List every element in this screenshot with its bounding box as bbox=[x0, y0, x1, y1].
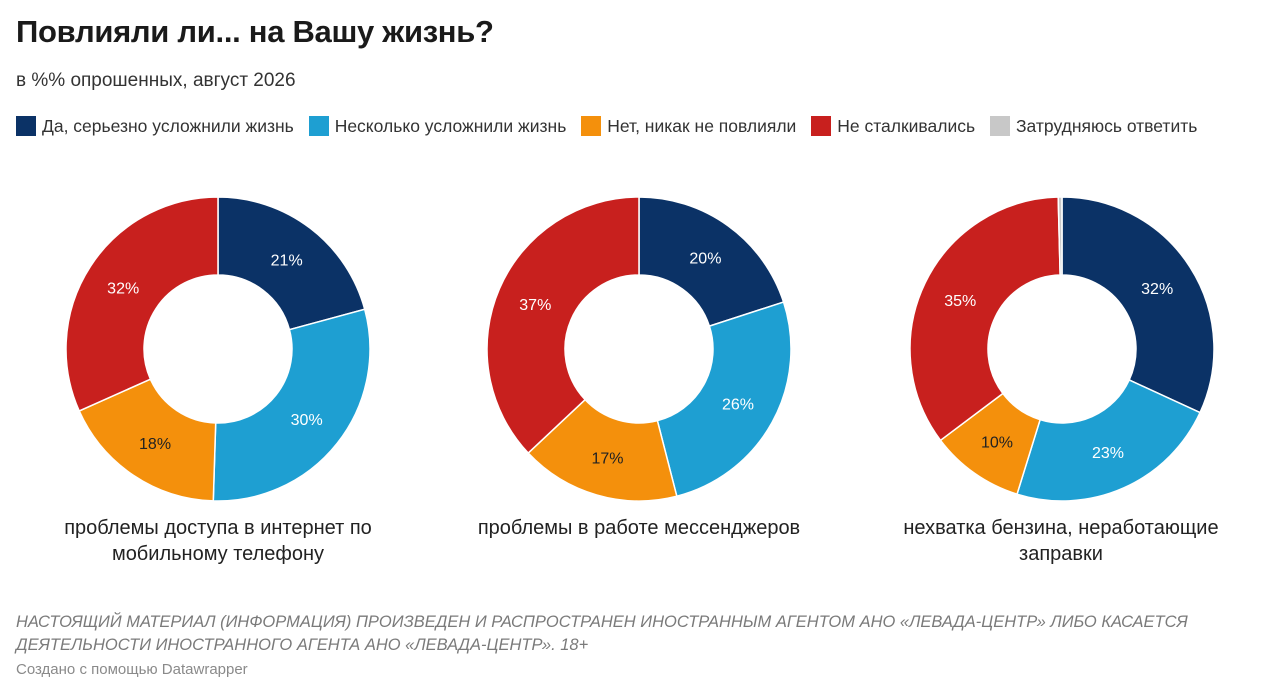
chart-title: Повлияли ли... на Вашу жизнь? bbox=[16, 14, 494, 49]
legend-swatch bbox=[811, 116, 832, 136]
legend-item: Затрудняюсь ответить bbox=[989, 116, 1198, 136]
donut-slice bbox=[1061, 196, 1215, 414]
donut-slice bbox=[1057, 196, 1063, 276]
donut-chart: 32% 23% 10% 35% bbox=[909, 196, 1215, 502]
legend-label: Да, серьезно усложнили жизнь bbox=[42, 116, 294, 136]
slice-value-label: 20% bbox=[689, 251, 721, 268]
slice-value-label: 32% bbox=[1141, 281, 1173, 298]
slice-value-label: 17% bbox=[591, 451, 623, 468]
legend-item: Несколько усложнили жизнь bbox=[308, 116, 567, 136]
legend-swatch bbox=[16, 116, 36, 136]
donut-slice bbox=[65, 196, 219, 412]
donut-slice bbox=[1016, 378, 1202, 502]
legend-label: Нет, никак не повлияли bbox=[607, 116, 797, 136]
donut-slice bbox=[212, 308, 371, 502]
slice-value-label: 23% bbox=[1092, 445, 1124, 462]
legend-label: Несколько усложнили жизнь bbox=[334, 116, 567, 136]
donut-chart-title: нехватка бензина, неработающие заправки bbox=[903, 517, 1219, 565]
slice-value-label: 26% bbox=[722, 396, 754, 413]
donut-chart-title: проблемы в работе мессенджеров bbox=[477, 517, 801, 539]
legend-item: Нет, никак не повлияли bbox=[581, 116, 796, 136]
legend-swatch bbox=[581, 116, 602, 136]
legend-item: Да, серьезно усложнили жизнь bbox=[16, 116, 294, 136]
slice-value-label: 37% bbox=[519, 297, 551, 314]
legend-label: Не сталкивались bbox=[837, 116, 976, 136]
legend-item: Не сталкивались bbox=[811, 116, 975, 136]
slice-value-label: 18% bbox=[139, 436, 171, 453]
donut-chart-title: проблемы доступа в интернет по мобильном… bbox=[64, 517, 372, 565]
donut-chart: 21% 30% 18% 32% bbox=[65, 196, 371, 502]
donut-slice bbox=[638, 196, 785, 328]
donut-slice bbox=[656, 301, 792, 498]
slice-value-label: 32% bbox=[107, 281, 139, 298]
slice-value-label: 21% bbox=[271, 252, 303, 269]
foreign-agent-notice: НАСТОЯЩИЙ МАТЕРИАЛ (ИНФОРМАЦИЯ) ПРОИЗВЕД… bbox=[16, 613, 1188, 654]
donut-slice bbox=[78, 378, 217, 502]
legend: Да, серьезно усложнили жизнь Несколько у… bbox=[16, 113, 1256, 140]
chart-subtitle: в %% опрошенных, август 2026 bbox=[16, 70, 296, 91]
legend-label: Затрудняюсь ответить bbox=[1015, 116, 1198, 136]
slice-value-label: 10% bbox=[981, 434, 1013, 451]
donut-slice bbox=[217, 196, 366, 331]
slice-value-label: 30% bbox=[291, 412, 323, 429]
datawrapper-credit: Создано с помощью Datawrapper bbox=[16, 661, 248, 678]
legend-swatch bbox=[989, 116, 1010, 136]
donut-chart: 20% 26% 17% 37% bbox=[486, 196, 792, 502]
donut-slice bbox=[909, 196, 1061, 442]
donut-slice bbox=[486, 196, 640, 455]
legend-swatch bbox=[308, 116, 329, 136]
donut-charts-area: 21% 30% 18% 32% 20% 26% 17% 37% 32% 23% 10% 35% bbox=[0, 190, 1280, 510]
slice-value-label: 35% bbox=[944, 293, 976, 310]
